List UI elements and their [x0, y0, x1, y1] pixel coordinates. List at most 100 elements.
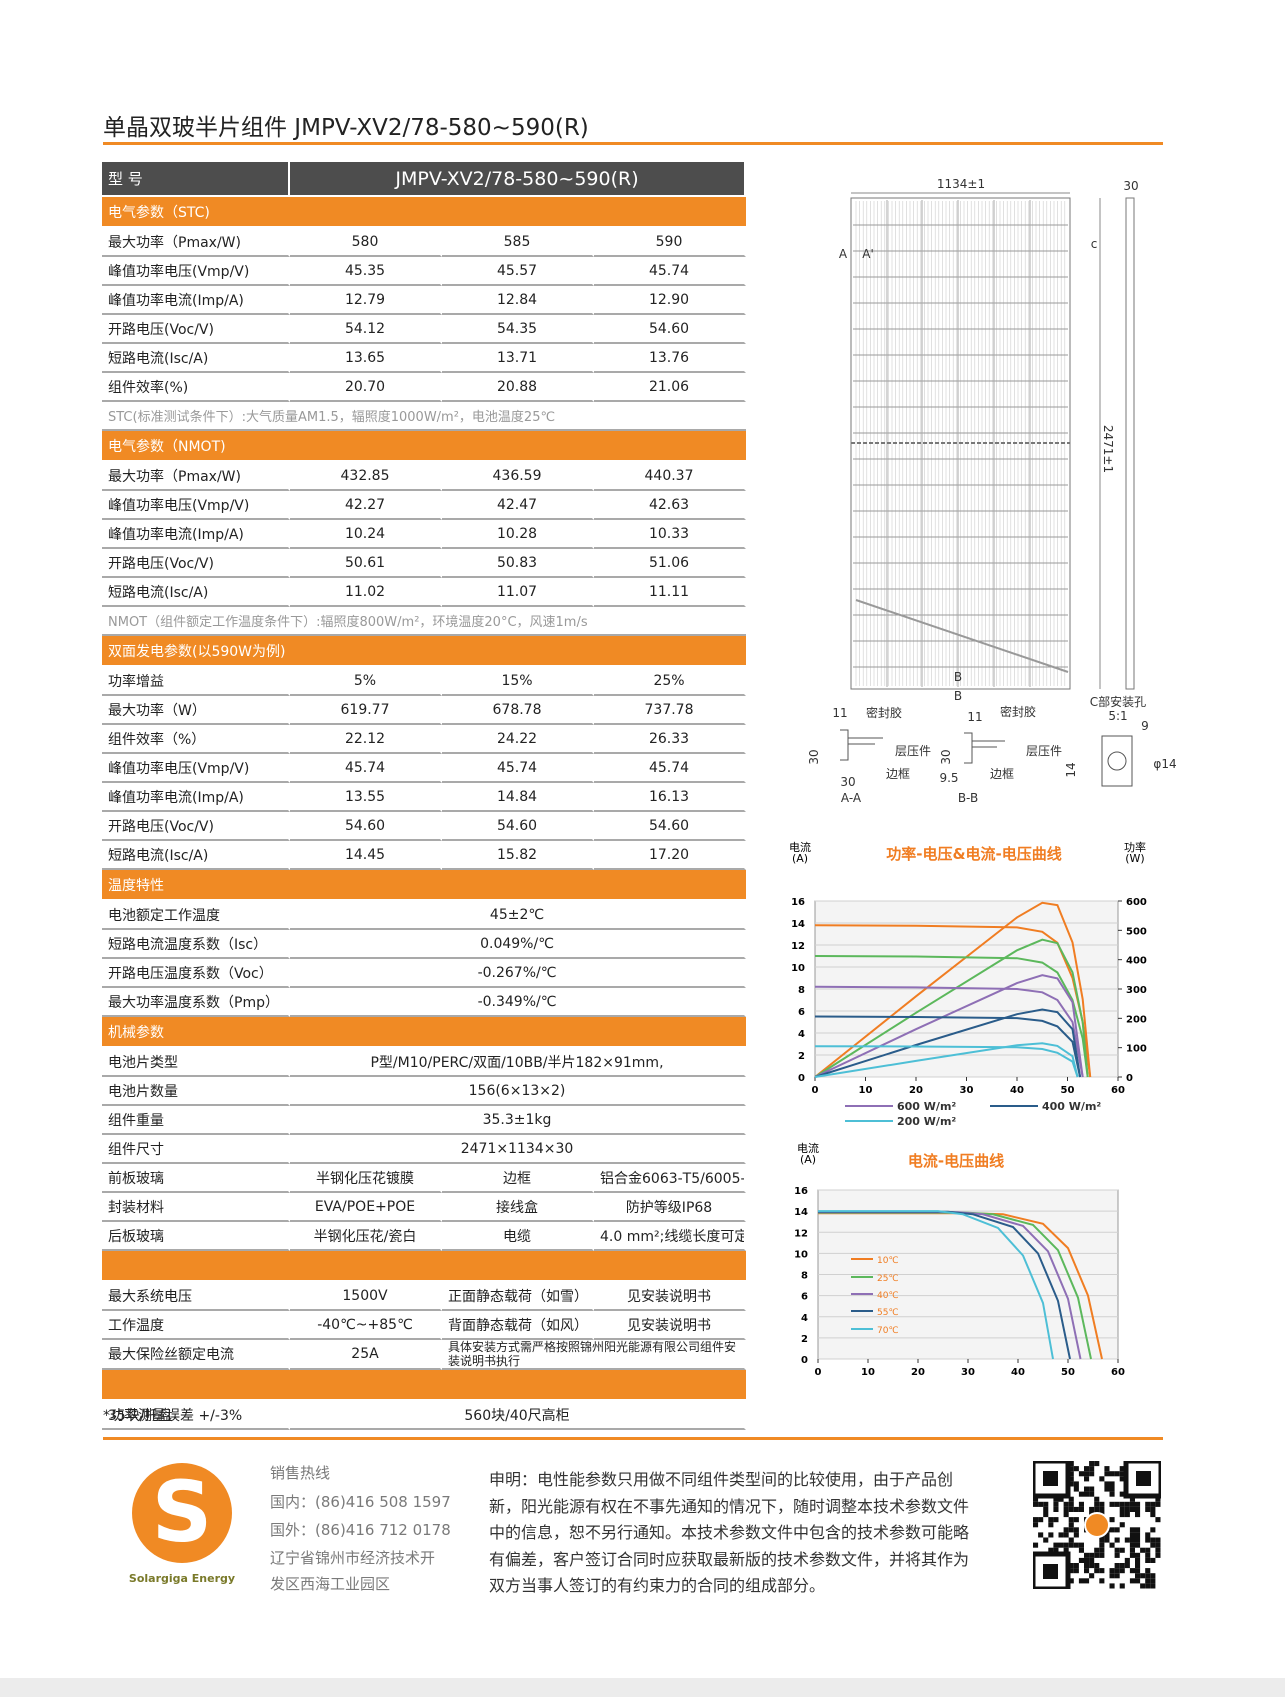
series-line	[814, 1008, 1082, 1078]
table-cell: 54.12	[290, 315, 442, 344]
qr-module	[1155, 1517, 1161, 1523]
y-tick-label: 2	[801, 1334, 808, 1345]
qr-module	[1150, 1542, 1156, 1548]
qr-module	[1053, 1547, 1059, 1553]
qr-module	[1129, 1532, 1135, 1538]
table-cell: 42.47	[442, 491, 594, 520]
qr-module	[1119, 1501, 1125, 1507]
qr-module	[1135, 1512, 1141, 1518]
divider	[103, 142, 1163, 145]
table-cell: 45.35	[290, 257, 442, 286]
y-tick-label: 4	[798, 1029, 805, 1040]
x-tick-label: 20	[909, 1085, 923, 1096]
qr-module	[1073, 1481, 1079, 1487]
table-row: 短路电流(Isc/A) 13.65 13.71 13.76	[102, 344, 747, 373]
y2-tick-label: 300	[1126, 985, 1147, 996]
qr-module	[1078, 1471, 1084, 1477]
qr-module	[1033, 1501, 1039, 1507]
y-tick-label: 14	[791, 919, 805, 930]
qr-module	[1135, 1573, 1141, 1579]
drawing-label: 11	[967, 710, 982, 724]
qr-module	[1145, 1547, 1151, 1553]
qr-module	[1124, 1557, 1130, 1563]
qr-module	[1114, 1573, 1120, 1579]
x-tick-label: 60	[1111, 1367, 1125, 1378]
table-cell: 25%	[594, 667, 747, 696]
table-cell: 双面发电参数(以590W为例)	[102, 636, 747, 667]
y2-tick-label: 100	[1126, 1044, 1147, 1055]
legend-label: 10℃	[877, 1256, 899, 1266]
qr-module	[1033, 1522, 1039, 1528]
table-cell: 电池片类型	[102, 1048, 290, 1077]
table-cell	[102, 1370, 747, 1401]
table-cell: 峰值功率电流(Imp/A)	[102, 286, 290, 315]
drawing-label: A	[839, 247, 848, 261]
spec-table: 型 号 JMPV-XV2/78-580~590(R) 电气参数（STC) 最大功率（P…	[102, 162, 747, 1430]
contact-line: 国外：(86)416 712 0178	[270, 1521, 451, 1539]
table-cell: JMPV-XV2/78-580~590(R)	[290, 162, 747, 197]
y-tick-label: 16	[791, 897, 805, 908]
qr-module	[1068, 1461, 1074, 1467]
table-row: 最大系统电压 1500V 正面静态载荷（如雪） 见安装说明书	[102, 1282, 747, 1311]
table-cell: 机械参数	[102, 1017, 747, 1048]
section-header: 双面发电参数(以590W为例)	[102, 636, 747, 667]
table-cell: 15.82	[442, 841, 594, 870]
table-row: 电池额定工作温度 45±2℃	[102, 901, 747, 930]
qr-module	[1129, 1568, 1135, 1574]
qr-module	[1073, 1532, 1079, 1538]
table-cell: 半钢化压花镀膜	[290, 1164, 442, 1193]
table-row: 开路电压(Voc/V) 50.61 50.83 51.06	[102, 549, 747, 578]
table-row: 组件效率(%) 20.70 20.88 21.06	[102, 373, 747, 402]
qr-module	[1078, 1491, 1084, 1497]
qr-module	[1089, 1573, 1095, 1579]
qr-module	[1053, 1496, 1059, 1502]
table-header: 型 号 JMPV-XV2/78-580~590(R)	[102, 162, 747, 197]
qr-module	[1094, 1461, 1100, 1467]
table-cell: 最大保险丝额定电流	[102, 1340, 290, 1370]
qr-module	[1109, 1501, 1115, 1507]
table-cell: 560块/40尺高柜	[290, 1401, 747, 1430]
y-axis-label: 电流	[789, 840, 811, 854]
qr-module	[1089, 1557, 1095, 1563]
x-tick-label: 30	[961, 1367, 975, 1378]
table-cell: 峰值功率电压(Vmp/V)	[102, 257, 290, 286]
qr-module	[1104, 1486, 1110, 1492]
qr-module	[1068, 1542, 1074, 1548]
table-cell: 54.60	[594, 315, 747, 344]
table-cell: 10.24	[290, 520, 442, 549]
drawing-label: B-B	[958, 791, 978, 805]
qr-module	[1119, 1563, 1125, 1569]
qr-module	[1089, 1486, 1095, 1492]
table-cell: P型/M10/PERC/双面/10BB/半片182×91mm,	[290, 1048, 747, 1077]
table-row: 最大功率温度系数（Pmp） -0.349%/℃	[102, 988, 747, 1017]
table-cell: 最大功率（Pmax/W)	[102, 462, 290, 491]
table-row: 最大功率（Pmax/W) 432.85 436.59 440.37	[102, 462, 747, 491]
table-cell: 开路电压(Voc/V)	[102, 315, 290, 344]
table-cell: 电池额定工作温度	[102, 901, 290, 930]
qr-module	[1109, 1568, 1115, 1574]
series-line	[814, 1015, 1082, 1078]
qr-module	[1094, 1552, 1100, 1558]
drawing-label: φ14	[1153, 757, 1176, 771]
y2-axis-unit: (W)	[1125, 852, 1144, 865]
drawing-label: 密封胶	[1000, 704, 1036, 719]
drawing-label: 30	[939, 749, 953, 764]
series-line	[814, 1042, 1079, 1078]
qr-module	[1109, 1517, 1115, 1523]
table-cell: 678.78	[442, 696, 594, 725]
table-cell: 156(6×13×2)	[290, 1077, 747, 1106]
drawing-label: c	[1091, 237, 1098, 251]
table-cell: 10.28	[442, 520, 594, 549]
qr-module	[1129, 1527, 1135, 1533]
qr-module	[1129, 1501, 1135, 1507]
section-header: 温度特性	[102, 870, 747, 901]
qr-module	[1119, 1491, 1125, 1497]
qr-module	[1063, 1542, 1069, 1548]
table-cell: 短路电流(Isc/A)	[102, 578, 290, 607]
qr-module	[1068, 1501, 1074, 1507]
qr-module	[1084, 1557, 1090, 1563]
table-cell: 半钢化压花/瓷白	[290, 1222, 442, 1251]
qr-module	[1150, 1512, 1156, 1518]
qr-module	[1048, 1517, 1054, 1523]
